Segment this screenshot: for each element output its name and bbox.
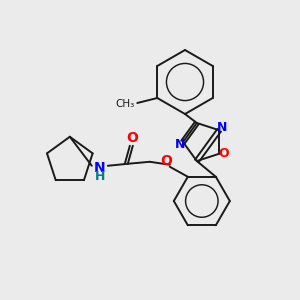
Text: N: N: [175, 137, 185, 151]
Text: O: O: [219, 147, 230, 160]
Text: N: N: [217, 121, 227, 134]
Text: O: O: [160, 154, 172, 168]
Text: CH₃: CH₃: [115, 99, 134, 109]
Text: N: N: [94, 161, 106, 175]
Text: O: O: [126, 131, 138, 145]
Text: H: H: [94, 170, 105, 183]
